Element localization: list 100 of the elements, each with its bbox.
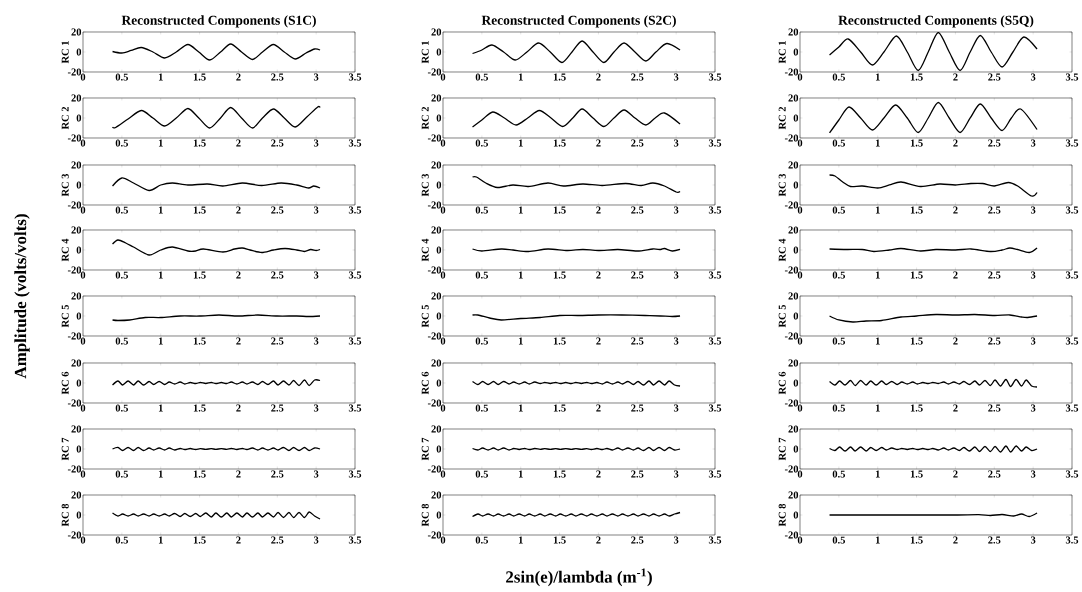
y-tick-label: 0	[76, 114, 82, 122]
y-tick-label: -20	[784, 201, 799, 209]
x-tick-label: 3.5	[1065, 139, 1079, 147]
x-tick-label: 1	[158, 337, 163, 345]
x-tick-label: 0.5	[115, 536, 129, 544]
x-tick-label: 3	[1030, 271, 1036, 279]
x-tick-label: 1.5	[193, 404, 206, 412]
x-tick-label: 0.5	[475, 536, 489, 544]
y-axis-title: RC 4	[778, 238, 786, 262]
y-axis-title: RC 2	[421, 106, 429, 130]
y-tick-label: 20	[71, 161, 82, 169]
x-tick-label: 2	[953, 470, 958, 478]
x-tick-label: 3.5	[1065, 206, 1079, 214]
x-tick-label: 3	[1030, 470, 1036, 478]
x-tick-label: 3	[673, 536, 679, 544]
x-tick-label: 2	[596, 404, 601, 412]
x-tick-label: 3	[1030, 337, 1036, 345]
y-tick-label: 20	[788, 425, 799, 433]
y-tick-label: -20	[427, 266, 442, 274]
x-tick-label: 2	[596, 206, 601, 214]
x-tick-label: 1	[158, 404, 163, 412]
x-tick-label: 2	[236, 206, 241, 214]
x-tick-label: 3	[313, 470, 319, 478]
x-tick-label: 0.5	[832, 206, 846, 214]
y-tick-label: 20	[431, 425, 442, 433]
y-tick-label: -20	[67, 134, 82, 142]
x-tick-label: 3.5	[348, 536, 362, 544]
x-tick-label: 2.5	[271, 404, 284, 412]
line-series	[111, 177, 321, 192]
x-tick-label: 3.5	[708, 73, 722, 81]
x-tick-label: 0.5	[832, 470, 846, 478]
x-tick-label: 2	[596, 139, 601, 147]
y-axis-title: RC 1	[421, 41, 429, 64]
x-tick-label: 2.5	[631, 73, 644, 81]
x-tick-label: 1	[518, 337, 523, 345]
y-tick-label: 0	[436, 181, 442, 189]
x-tick-label: 2	[236, 73, 241, 81]
y-tick-label: 0	[793, 48, 799, 56]
x-tick-label: 0.5	[115, 404, 129, 412]
x-tick-label: 2.5	[271, 206, 284, 214]
x-tick-label: 3.5	[1065, 404, 1079, 412]
y-tick-label: 0	[436, 246, 442, 254]
x-tick-label: 2.5	[271, 337, 284, 345]
chart-title: Reconstructed Components (S1C)	[121, 15, 316, 28]
line-series	[111, 43, 321, 61]
x-tick-label: 3	[313, 139, 319, 147]
x-tick-label: 1.5	[553, 271, 566, 279]
chart-title: Reconstructed Components (S2C)	[481, 15, 676, 28]
x-tick-label: 3	[673, 206, 679, 214]
y-tick-label: 0	[793, 379, 799, 387]
x-tick-label: 1.5	[910, 536, 923, 544]
x-tick-label: 0.5	[832, 536, 846, 544]
x-tick-label: 0.5	[475, 470, 489, 478]
y-tick-label: 20	[431, 94, 442, 102]
x-tick-label: 1.5	[910, 470, 923, 478]
x-tick-label: 2	[953, 206, 958, 214]
y-tick-label: 20	[788, 161, 799, 169]
y-tick-label: -20	[67, 201, 82, 209]
x-tick-label: 1.5	[553, 139, 566, 147]
line-series	[828, 313, 1038, 323]
y-axis-title: RC 3	[421, 173, 429, 197]
y-tick-label: 0	[76, 48, 82, 56]
x-tick-label: 2	[236, 404, 241, 412]
x-tick-label: 3.5	[348, 404, 362, 412]
x-tick-label: 3.5	[1065, 271, 1079, 279]
y-tick-label: 20	[788, 94, 799, 102]
x-tick-label: 3.5	[1065, 337, 1079, 345]
line-series	[471, 176, 681, 193]
x-tick-label: 1.5	[553, 206, 566, 214]
x-tick-label: 3	[313, 73, 319, 81]
x-tick-label: 2.5	[988, 271, 1001, 279]
y-tick-label: -20	[784, 332, 799, 340]
x-tick-label: 0.5	[115, 139, 129, 147]
x-tick-label: 3.5	[708, 470, 722, 478]
y-tick-label: 0	[793, 246, 799, 254]
x-tick-label: 3	[1030, 536, 1036, 544]
y-tick-label: 0	[436, 379, 442, 387]
y-tick-label: -20	[67, 399, 82, 407]
x-tick-label: 1.5	[910, 404, 923, 412]
x-tick-label: 2.5	[988, 337, 1001, 345]
x-tick-label: 3	[313, 337, 319, 345]
y-axis-title: RC 4	[61, 238, 69, 262]
x-tick-label: 1.5	[193, 470, 206, 478]
y-axis-title: RC 2	[61, 106, 69, 130]
x-tick-label: 2	[596, 536, 601, 544]
y-axis-title: RC 5	[778, 304, 786, 328]
x-tick-label: 1	[518, 470, 523, 478]
line-series	[471, 108, 681, 128]
x-tick-label: 3.5	[348, 73, 362, 81]
x-tick-label: 1	[518, 206, 523, 214]
x-tick-label: 3	[313, 206, 319, 214]
x-tick-label: 1	[875, 470, 880, 478]
x-tick-label: 1.5	[910, 206, 923, 214]
y-tick-label: -20	[67, 68, 82, 76]
x-tick-label: 1	[158, 73, 163, 81]
x-tick-label: 1	[875, 73, 880, 81]
y-tick-label: 20	[431, 226, 442, 234]
chart-title: Reconstructed Components (S5Q)	[838, 15, 1034, 28]
x-tick-label: 2.5	[271, 470, 284, 478]
x-tick-label: 2	[596, 73, 601, 81]
